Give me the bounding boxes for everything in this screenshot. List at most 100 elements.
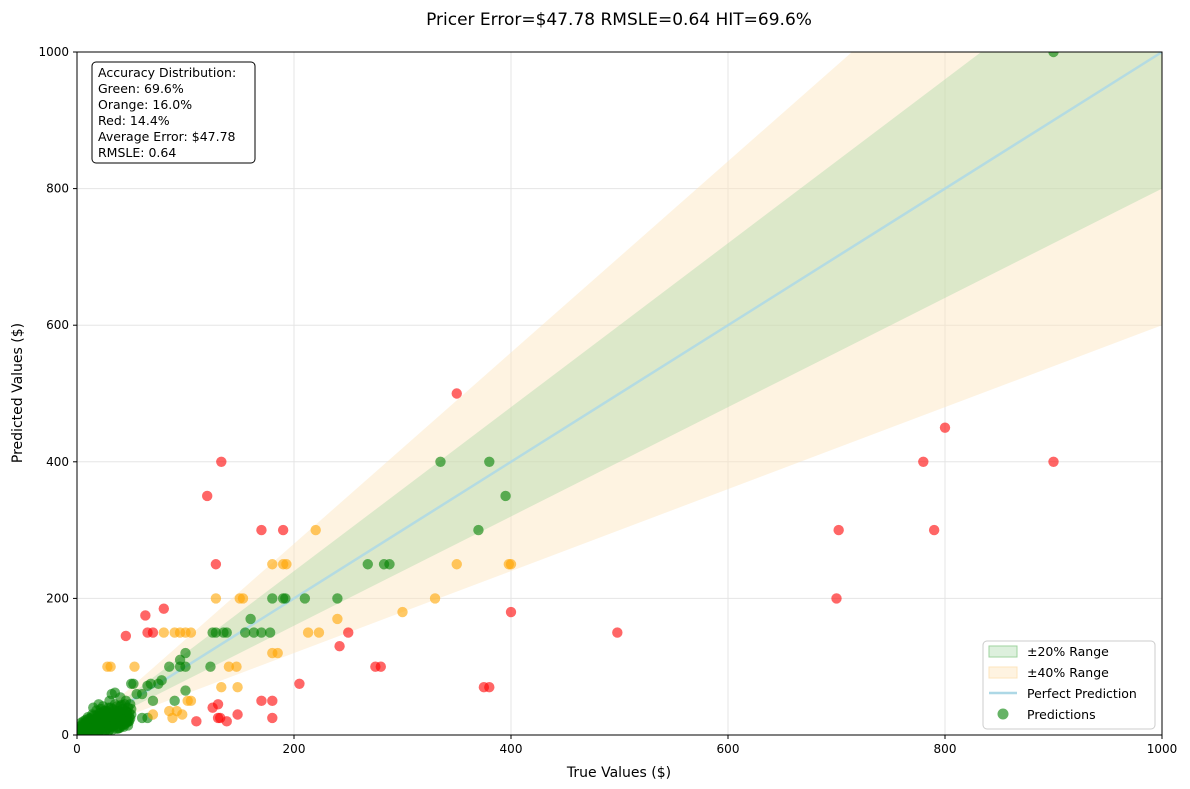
data-point-red: [334, 641, 345, 652]
data-point-green: [473, 524, 484, 536]
x-tick-label: 200: [283, 742, 306, 756]
data-point-red: [484, 681, 495, 693]
data-point-red: [256, 524, 267, 536]
prediction-points: [77, 52, 1059, 735]
data-point-orange: [210, 593, 222, 604]
data-point-red: [343, 627, 354, 638]
data-point-orange: [158, 627, 169, 638]
data-point-red: [294, 678, 305, 689]
data-point-green: [210, 627, 222, 638]
data-point-green: [435, 456, 446, 467]
data-point-green: [384, 559, 395, 570]
data-point-orange: [223, 661, 235, 672]
data-point-orange: [429, 593, 441, 604]
data-point-green: [256, 627, 267, 638]
x-tick-label: 0: [73, 742, 81, 756]
data-point-green: [180, 647, 191, 659]
y-axis-ticks: 0 200 400 600 800 1000: [38, 45, 77, 742]
info-line-3: Red: 14.4%: [98, 113, 170, 128]
data-point-red: [191, 716, 202, 727]
data-point-red: [831, 593, 842, 604]
data-point-green: [1048, 52, 1059, 58]
data-point-orange: [505, 559, 517, 570]
data-point-green: [156, 675, 167, 686]
data-point-orange: [177, 709, 188, 720]
legend: ±20% Range ±40% Range Perfect Prediction…: [982, 640, 1156, 730]
y-tick-label: 200: [46, 591, 69, 605]
y-tick-label: 1000: [38, 45, 69, 59]
data-point-red: [928, 524, 940, 536]
data-point-green: [122, 720, 134, 731]
info-line-2: Orange: 16.0%: [98, 97, 192, 112]
data-point-orange: [313, 627, 325, 638]
data-point-red: [267, 712, 278, 724]
data-point-green: [205, 661, 216, 672]
data-point-green: [362, 559, 373, 570]
data-point-green: [164, 661, 175, 672]
data-point-red: [451, 388, 462, 399]
data-point-red: [158, 603, 169, 614]
data-point-red: [216, 456, 227, 467]
data-point-red: [232, 709, 243, 720]
data-point-red: [221, 716, 232, 727]
data-point-green: [500, 490, 511, 502]
data-point-red: [918, 456, 929, 467]
info-line-4: Average Error: $47.78: [98, 129, 236, 144]
data-point-red: [612, 627, 623, 638]
data-point-orange: [281, 559, 292, 570]
data-point-red: [210, 559, 222, 570]
data-point-red: [212, 699, 224, 710]
data-point-orange: [185, 695, 197, 707]
data-point-orange: [185, 627, 197, 638]
data-point-red: [1048, 456, 1059, 467]
legend-swatch-predictions: [997, 708, 1009, 720]
data-point-green: [484, 456, 495, 467]
data-point-green: [264, 627, 276, 638]
data-point-orange: [272, 647, 283, 659]
data-point-red: [147, 627, 159, 638]
data-point-green: [280, 593, 291, 604]
data-point-green: [126, 678, 137, 689]
data-point-red: [833, 524, 844, 536]
data-point-orange: [451, 559, 462, 570]
y-tick-label: 0: [61, 728, 69, 742]
info-line-0: Accuracy Distribution:: [98, 65, 236, 80]
data-point-orange: [216, 681, 227, 693]
info-line-1: Green: 69.6%: [98, 81, 184, 96]
data-point-green: [299, 593, 311, 604]
x-tick-label: 600: [717, 742, 740, 756]
data-point-green: [221, 627, 232, 638]
data-point-orange: [231, 661, 242, 672]
plot-frame: [76, 51, 1163, 736]
data-point-red: [505, 606, 517, 618]
data-point-orange: [129, 661, 140, 672]
y-axis-label: Predicted Values ($): [10, 323, 26, 463]
legend-label-0: ±20% Range: [1027, 644, 1109, 659]
legend-swatch-band20: [988, 645, 1018, 658]
data-point-green: [145, 678, 156, 689]
data-point-orange: [237, 593, 249, 604]
x-tick-label: 1000: [1147, 742, 1178, 756]
data-point-orange: [147, 709, 159, 720]
data-point-red: [375, 661, 386, 672]
data-point-orange: [105, 661, 116, 672]
data-point-red: [120, 630, 132, 642]
data-point-green: [248, 627, 260, 638]
x-tick-label: 400: [500, 742, 523, 756]
data-point-green: [239, 627, 251, 638]
x-axis-ticks: 0 200 400 600 800 1000: [73, 735, 1177, 756]
x-tick-label: 800: [934, 742, 957, 756]
data-point-green: [180, 685, 191, 696]
legend-label-3: Predictions: [1027, 707, 1096, 722]
data-point-red: [277, 524, 289, 536]
data-point-red: [202, 490, 213, 502]
y-tick-label: 600: [46, 318, 69, 332]
data-point-orange: [332, 613, 343, 625]
data-point-orange: [310, 524, 321, 536]
data-point-orange: [397, 606, 408, 618]
legend-label-1: ±40% Range: [1027, 665, 1109, 680]
data-point-green: [245, 613, 256, 625]
data-point-green: [169, 695, 180, 707]
data-point-green: [136, 688, 148, 700]
